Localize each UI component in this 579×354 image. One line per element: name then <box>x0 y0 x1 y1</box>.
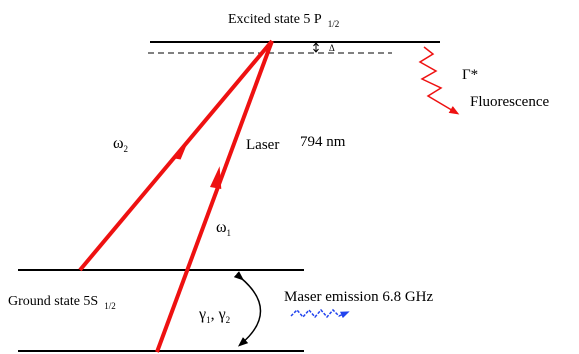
omega1-beam <box>155 40 274 353</box>
excited-state-label: Excited state 5 P 1/2 <box>228 12 339 29</box>
maser-emission-wave <box>290 308 350 319</box>
omega1-arrowhead <box>210 166 222 189</box>
omega1-label: ω1 <box>216 219 231 238</box>
maser-emission-label: Maser emission 6.8 GHz <box>284 289 433 305</box>
relaxation-rates-label: γ1, γ2 <box>198 306 230 325</box>
ground-state-label: Ground state 5S 1/2 <box>8 294 116 311</box>
omega2-label: ω2 <box>113 135 128 154</box>
decay-rate-label: Γ* <box>462 67 478 83</box>
omega2-arrowhead <box>172 138 190 160</box>
detuning-label: Δ <box>329 43 335 53</box>
fluorescence-wave <box>418 46 460 115</box>
ground-transition-curved-arrow <box>233 271 262 347</box>
fluorescence-label: Fluorescence <box>470 94 549 110</box>
laser-wavelength-label: 794 nm <box>300 134 346 150</box>
detuning-marker <box>313 42 319 53</box>
laser-label: Laser <box>246 137 279 153</box>
